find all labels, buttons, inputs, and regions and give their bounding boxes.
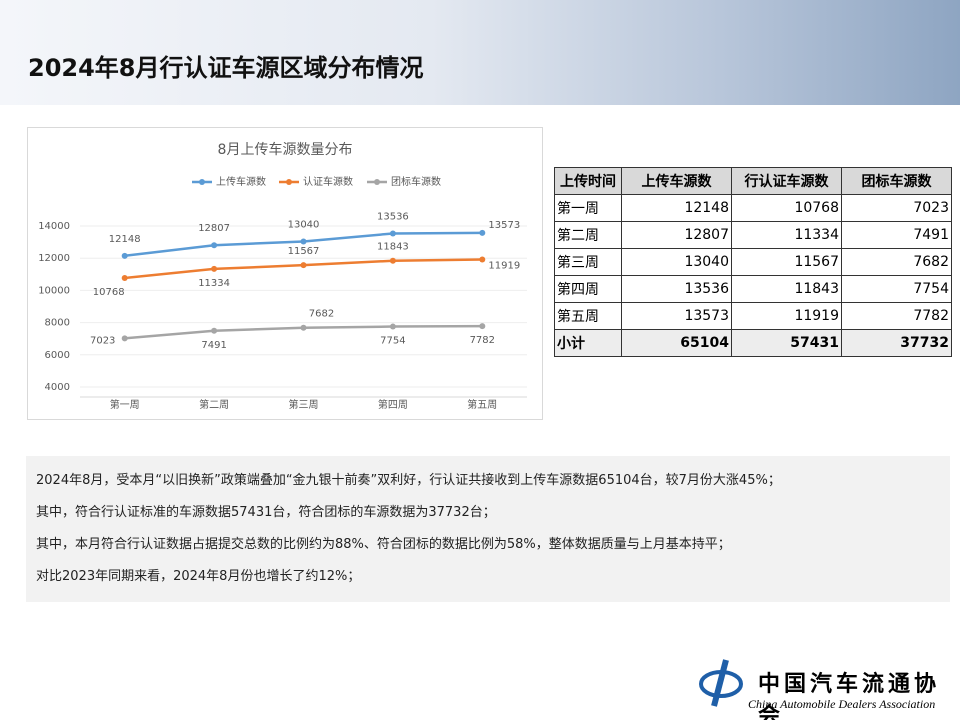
data-label: 11334 — [198, 278, 230, 289]
chart: 8月上传车源数量分布 4000 6000 8000 10000 12000 14000 第一… — [27, 127, 543, 420]
x-tick-label: 第三周 — [289, 398, 319, 411]
logo — [699, 659, 743, 707]
data-point — [121, 335, 128, 342]
table-cell: 第二周 — [554, 221, 622, 249]
data-point — [479, 229, 486, 236]
table-row: 第四周 13536 11843 7754 — [554, 275, 952, 303]
data-label: 11567 — [288, 246, 320, 257]
table-cell: 11334 — [731, 221, 842, 249]
table-row: 第二周 12807 11334 7491 — [554, 221, 952, 249]
data-label: 7782 — [470, 335, 495, 346]
data-label: 12148 — [109, 234, 141, 245]
table-cell: 7782 — [841, 302, 952, 330]
legend-marker — [286, 179, 292, 185]
table-row: 第五周 13573 11919 7782 — [554, 302, 952, 330]
x-tick-label: 第五周 — [467, 398, 497, 411]
table-cell: 65104 — [621, 329, 732, 357]
data-table: 上传时间 上传车源数 行认证车源数 团标车源数 第一周 12148 10768 7023 第二周… — [554, 167, 952, 357]
data-label: 10768 — [93, 287, 125, 298]
legend-label: 认证车源数 — [303, 175, 353, 188]
data-point — [479, 256, 486, 263]
table-cell: 13040 — [621, 248, 732, 276]
table-cell: 第一周 — [554, 194, 622, 222]
slide-title: 2024年8月行认证车源区域分布情况 — [28, 54, 424, 82]
data-label: 13573 — [488, 220, 520, 231]
data-point — [300, 262, 307, 269]
header-band — [0, 0, 960, 105]
data-label: 13040 — [288, 219, 320, 230]
data-label: 11919 — [488, 261, 520, 272]
data-label: 7682 — [309, 309, 334, 320]
x-tick-label: 第四周 — [378, 398, 408, 411]
note-line: 2024年8月，受本月“以旧换新”政策端叠加“金九银十前奏”双利好，行认证共接收… — [36, 473, 781, 488]
chart-title: 8月上传车源数量分布 — [218, 141, 353, 158]
association-english: China Automobile Dealers Association — [748, 697, 936, 711]
table-cell: 57431 — [731, 329, 842, 357]
association-name: 中国汽车流通协会 — [758, 671, 941, 720]
data-point — [389, 230, 396, 237]
table-cell: 第四周 — [554, 275, 622, 303]
legend-label: 上传车源数 — [216, 175, 266, 188]
legend-marker — [374, 179, 380, 185]
data-point — [389, 323, 396, 330]
y-tick-label: 14000 — [38, 221, 70, 232]
table-cell: 7023 — [841, 194, 952, 222]
table-cell: 11567 — [731, 248, 842, 276]
table-cell: 7754 — [841, 275, 952, 303]
data-point — [211, 242, 218, 249]
note-line: 其中，本月符合行认证数据占据提交总数的比例约为88%、符合团标的数据比例为58%… — [36, 537, 731, 552]
header-cell: 上传车源数 — [621, 167, 732, 195]
table-cell: 10768 — [731, 194, 842, 222]
data-point — [211, 327, 218, 334]
table-cell: 第三周 — [554, 248, 622, 276]
legend-label: 团标车源数 — [391, 175, 441, 188]
table-cell: 12807 — [621, 221, 732, 249]
header-cell: 行认证车源数 — [731, 167, 842, 195]
legend-marker — [199, 179, 205, 185]
data-point — [479, 323, 486, 330]
data-label: 13536 — [377, 211, 409, 222]
data-point — [389, 257, 396, 264]
table-cell: 7491 — [841, 221, 952, 249]
table-cell: 13536 — [621, 275, 732, 303]
note-line: 其中，符合行认证标准的车源数据57431台，符合团标的车源数据为37732台； — [36, 505, 496, 520]
data-point — [300, 238, 307, 245]
table-header-row: 上传时间 上传车源数 行认证车源数 团标车源数 — [554, 167, 952, 195]
y-tick-label: 10000 — [38, 285, 70, 296]
y-tick-label: 4000 — [45, 382, 70, 393]
header-cell: 上传时间 — [554, 167, 622, 195]
chart-frame — [27, 127, 543, 420]
table-cell: 7682 — [841, 248, 952, 276]
y-tick-label: 8000 — [45, 318, 70, 329]
table-cell: 11919 — [731, 302, 842, 330]
data-point — [211, 265, 218, 272]
data-label: 7754 — [380, 336, 405, 347]
table-cell: 12148 — [621, 194, 732, 222]
data-label: 11843 — [377, 242, 409, 253]
data-label: 7023 — [90, 335, 115, 346]
table-cell: 13573 — [621, 302, 732, 330]
table-row: 第三周 13040 11567 7682 — [554, 248, 952, 276]
data-point — [300, 324, 307, 331]
x-tick-label: 第一周 — [110, 398, 140, 411]
table-cell: 11843 — [731, 275, 842, 303]
table-cell: 37732 — [841, 329, 952, 357]
table-cell: 第五周 — [554, 302, 622, 330]
x-tick-label: 第二周 — [199, 398, 229, 411]
note-line: 对比2023年同期来看，2024年8月份也增长了约12%； — [36, 569, 361, 584]
table-row: 第一周 12148 10768 7023 — [554, 194, 952, 222]
data-label: 7491 — [201, 340, 226, 351]
data-point — [121, 252, 128, 259]
table-cell: 小计 — [554, 329, 622, 357]
y-tick-label: 6000 — [45, 350, 70, 361]
notes: 2024年8月，受本月“以旧换新”政策端叠加“金九银十前奏”双利好，行认证共接收… — [26, 456, 950, 602]
data-label: 12807 — [198, 223, 230, 234]
y-tick-label: 12000 — [38, 253, 70, 264]
data-point — [121, 275, 128, 282]
table-row: 小计 65104 57431 37732 — [554, 329, 952, 357]
header-cell: 团标车源数 — [841, 167, 952, 195]
